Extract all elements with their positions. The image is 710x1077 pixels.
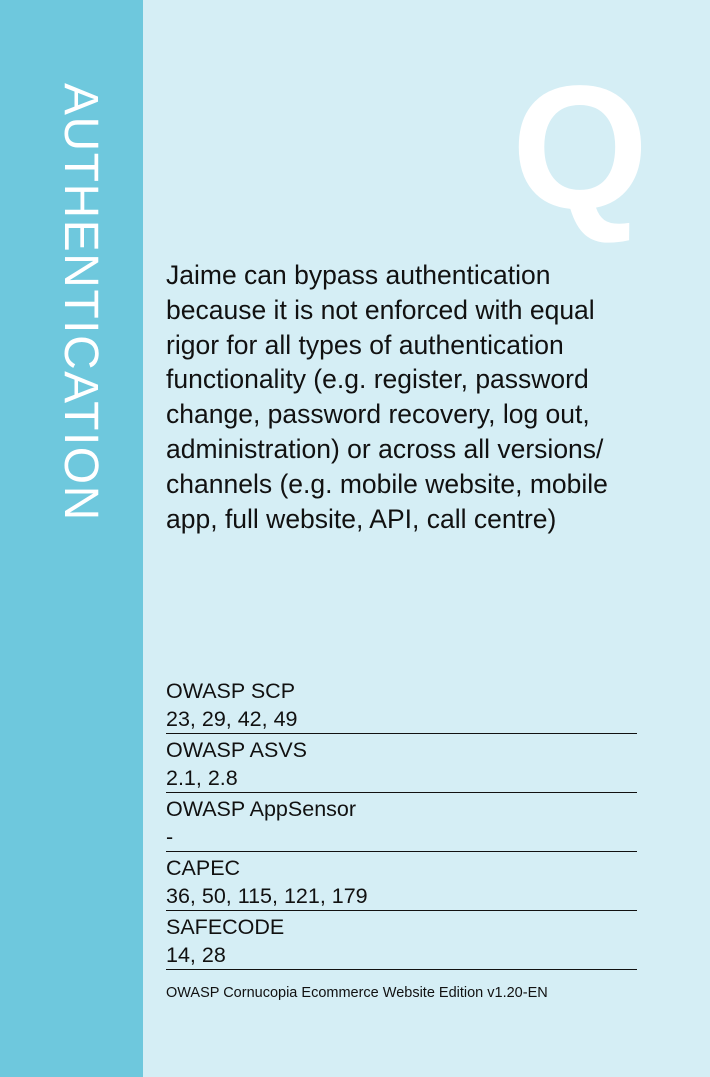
- reference-value: -: [166, 825, 174, 849]
- reference-value: 23, 29, 42, 49: [166, 707, 298, 731]
- edition-footer: OWASP Cornucopia Ecommerce Website Editi…: [166, 985, 548, 1001]
- reference-label: OWASP AppSensor: [166, 797, 357, 821]
- reference-value: 14, 28: [166, 943, 226, 967]
- reference-label: OWASP ASVS: [166, 738, 307, 762]
- reference-label: SAFECODE: [166, 915, 285, 939]
- reference-capec: CAPEC 36, 50, 115, 121, 179: [166, 854, 637, 911]
- reference-owasp-asvs: OWASP ASVS 2.1, 2.8: [166, 736, 637, 793]
- reference-owasp-appsensor: OWASP AppSensor -: [166, 795, 637, 852]
- suit-sidebar: AUTHENTICATION: [0, 0, 143, 1077]
- reference-safecode: SAFECODE 14, 28: [166, 913, 637, 970]
- reference-label: OWASP SCP: [166, 679, 296, 703]
- reference-owasp-scp: OWASP SCP 23, 29, 42, 49: [166, 677, 637, 734]
- card-rank: Q: [511, 50, 649, 246]
- reference-value: 36, 50, 115, 121, 179: [166, 884, 368, 908]
- reference-value: 2.1, 2.8: [166, 766, 238, 790]
- suit-title: AUTHENTICATION: [54, 83, 107, 522]
- reference-list: OWASP SCP 23, 29, 42, 49 OWASP ASVS 2.1,…: [166, 677, 637, 972]
- card-description: Jaime can bypass authentication because …: [166, 260, 608, 534]
- reference-label: CAPEC: [166, 856, 241, 880]
